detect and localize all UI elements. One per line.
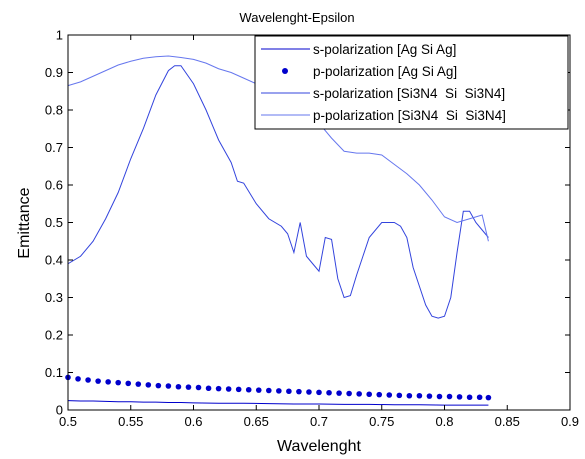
data-point <box>225 386 232 392</box>
data-point <box>195 384 202 391</box>
data-point <box>426 393 433 399</box>
data-point <box>436 393 443 400</box>
legend-label: s-polarization [Ag Si Ag] <box>313 42 456 57</box>
y-tick-label: 0.7 <box>45 140 63 155</box>
x-tick-label: 0.6 <box>184 414 202 429</box>
data-point <box>135 381 142 387</box>
data-point <box>185 384 192 390</box>
x-axis-label: Wavelenght <box>277 438 361 455</box>
data-point <box>466 394 473 401</box>
data-point <box>446 393 453 400</box>
legend-label: s-polarization [Si3N4 Si Si3N4] <box>313 86 505 101</box>
data-point <box>286 388 292 395</box>
y-axis-label: Emittance <box>16 187 33 258</box>
y-tick-label: 0.5 <box>45 215 63 230</box>
data-point <box>75 376 81 382</box>
y-tick-label: 0 <box>56 403 63 418</box>
data-point <box>386 392 393 398</box>
data-point <box>376 391 383 398</box>
x-tick-label: 0.55 <box>118 414 143 429</box>
data-point <box>485 394 492 401</box>
y-tick-label: 0.8 <box>45 103 63 118</box>
data-point <box>276 388 282 394</box>
y-tick-label: 0.6 <box>45 178 63 193</box>
plot-series <box>65 55 492 406</box>
y-tick-label: 0.4 <box>45 253 63 268</box>
data-point <box>366 391 373 398</box>
x-tick-label: 0.65 <box>244 414 269 429</box>
data-point <box>336 390 342 396</box>
series-1-line <box>67 400 489 406</box>
x-tick-label: 0.9 <box>561 414 579 429</box>
legend-label: p-polarization [Ag Si Ag] <box>313 64 457 79</box>
data-point <box>406 392 413 399</box>
data-point <box>356 391 362 397</box>
x-tick-label: 0.85 <box>495 414 520 429</box>
data-point <box>205 385 212 392</box>
data-point <box>316 389 322 396</box>
legend-label: p-polarization [Si3N4 Si Si3N4] <box>313 108 506 123</box>
data-point <box>245 386 252 393</box>
data-point <box>326 389 332 396</box>
data-point <box>145 382 152 388</box>
data-point <box>125 380 132 387</box>
y-tick-label: 0.2 <box>45 328 63 343</box>
data-point <box>85 377 91 383</box>
chart-title: Wavelenght-Epsilon <box>239 10 354 25</box>
data-point <box>306 389 312 395</box>
data-point <box>95 378 101 384</box>
data-point <box>416 392 423 399</box>
legend: s-polarization [Ag Si Ag] p-polarization … <box>254 35 569 130</box>
legend-box <box>254 35 569 130</box>
data-point <box>266 387 272 394</box>
axis-ticks: 0.5 0.55 0.6 0.65 0.7 0.75 0.8 0.85 0.9 0 0.1 0.2 0.… <box>45 28 579 430</box>
data-point <box>396 392 403 399</box>
data-point <box>296 388 302 395</box>
y-tick-label: 0.3 <box>45 290 63 305</box>
x-tick-label: 0.5 <box>59 414 77 429</box>
x-tick-label: 0.75 <box>369 414 394 429</box>
series-2-markers <box>65 374 492 401</box>
data-point <box>155 382 162 389</box>
data-point <box>235 386 242 393</box>
y-tick-label: 1 <box>56 28 63 43</box>
x-tick-label: 0.8 <box>435 414 453 429</box>
data-point <box>115 379 121 386</box>
y-tick-label: 0.1 <box>45 365 63 380</box>
legend-swatch <box>282 68 288 74</box>
data-point <box>215 385 222 392</box>
data-point <box>175 383 182 390</box>
data-point <box>476 394 483 401</box>
data-point <box>255 387 262 393</box>
y-tick-label: 0.9 <box>45 65 63 80</box>
data-point <box>165 383 172 389</box>
data-point <box>346 390 352 397</box>
data-point <box>105 379 111 385</box>
series-3-line <box>67 65 489 319</box>
data-point <box>456 394 463 400</box>
x-tick-label: 0.7 <box>310 414 328 429</box>
